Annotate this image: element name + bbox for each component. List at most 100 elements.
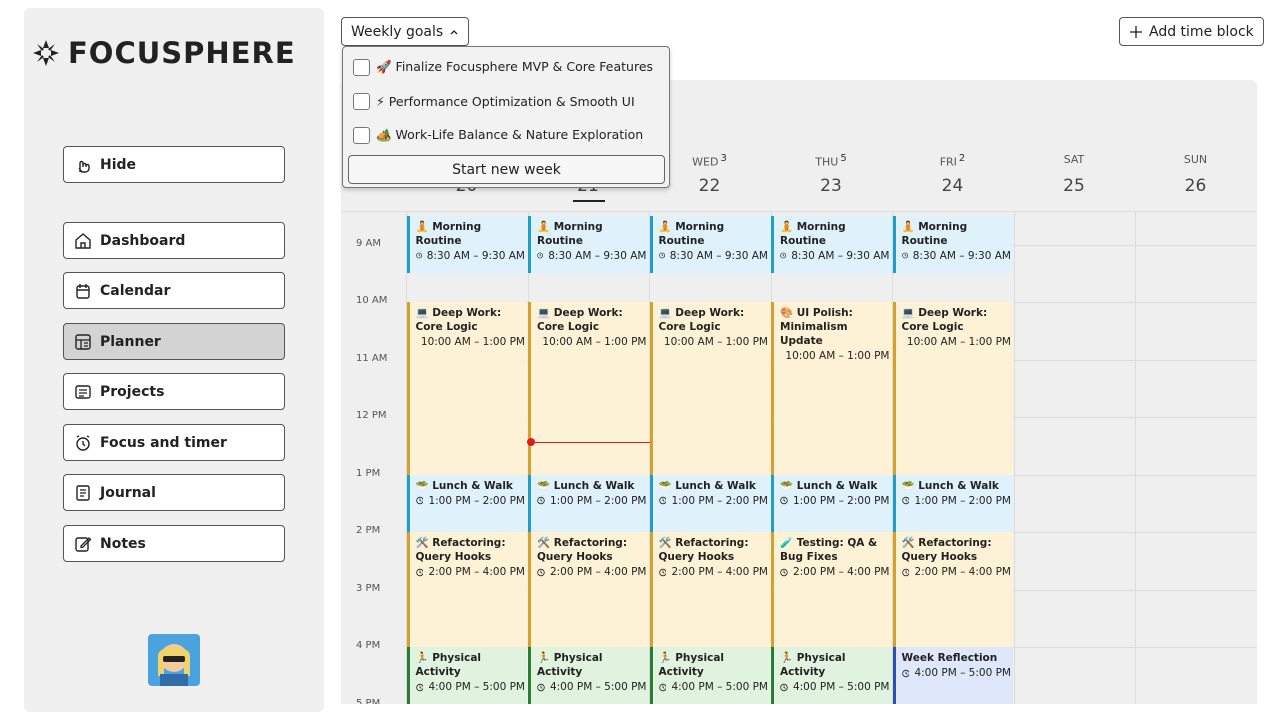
event-block[interactable]: 🏃 Physical Activity 4:00 PM – 5:00 PM (771, 647, 892, 704)
event-time: 1:00 PM – 2:00 PM (780, 494, 890, 508)
event-title: 🏃 Physical Activity (658, 652, 725, 678)
day-badge: 2 (958, 153, 966, 164)
nav-button[interactable]: Calendar (63, 272, 285, 309)
nav-button[interactable]: Planner (63, 323, 285, 360)
hide-label: Hide (100, 156, 137, 173)
event-title: 🧘 Morning Routine (901, 220, 968, 247)
day-badge: 5 (840, 153, 847, 164)
event-block[interactable]: 🧘 Morning Routine 8:30 AM – 9:30 AM (528, 215, 649, 274)
weekly-goals-label: Weekly goals (351, 23, 444, 40)
event-time-text: 2:00 PM – 4:00 PM (549, 566, 647, 578)
event-block[interactable]: 💻 Deep Work: Core Logic 10:00 AM – 1:00 P… (892, 302, 1013, 475)
nav-button[interactable]: Dashboard (63, 222, 285, 259)
event-block[interactable]: Week Reflection 4:00 PM – 5:00 PM (892, 647, 1013, 704)
nav-icon (75, 232, 91, 249)
clock-icon (780, 568, 788, 576)
nav-label: Projects (100, 383, 165, 400)
event-block[interactable]: 💻 Deep Work: Core Logic 10:00 AM – 1:00 P… (528, 302, 649, 475)
brand-logo (33, 40, 59, 66)
day-name-text: WED (692, 155, 719, 169)
day-name: THU 5 (771, 153, 892, 169)
event-block[interactable]: 🛠️ Refactoring: Query Hooks 2:00 PM – 4:0… (649, 532, 770, 647)
event-time: 10:00 AM – 1:00 PM (901, 335, 1011, 349)
event-title: 🥗 Lunch & Walk (537, 479, 635, 492)
event-time: 2:00 PM – 4:00 PM (415, 565, 525, 579)
event-time-text: 10:00 AM – 1:00 PM (906, 336, 1011, 348)
hour-label: 4 PM (356, 640, 381, 651)
event-block[interactable]: 🏃 Physical Activity 4:00 PM – 5:00 PM (649, 647, 770, 704)
event-title: 🧘 Morning Routine (415, 220, 482, 247)
header-divider (341, 211, 1257, 212)
event-time-text: 8:30 AM – 9:30 AM (669, 249, 768, 262)
event-time: 1:00 PM – 2:00 PM (415, 494, 525, 508)
event-time: 10:00 AM – 1:00 PM (415, 335, 525, 349)
event-time: 2:00 PM – 4:00 PM (780, 565, 890, 579)
event-block[interactable]: 🧪 Testing: QA & Bug Fixes 2:00 PM – 4:00 … (771, 532, 892, 647)
hour-label: 2 PM (356, 525, 381, 536)
event-block[interactable]: 🎨 UI Polish: Minimalism Update 10:00 AM –… (771, 302, 892, 475)
goal-checkbox[interactable] (353, 92, 370, 110)
day-name-text: SAT (1063, 153, 1085, 166)
event-title: 🥗 Lunch & Walk (415, 479, 513, 492)
nav-label: Calendar (100, 282, 171, 299)
event-time: 4:00 PM – 5:00 PM (537, 680, 647, 694)
event-time: 10:00 AM – 1:00 PM (537, 335, 647, 349)
event-time: 2:00 PM – 4:00 PM (537, 565, 647, 579)
event-block[interactable]: 🧘 Morning Routine 8:30 AM – 9:30 AM (406, 215, 527, 274)
clock-icon (901, 568, 910, 576)
event-time-text: 10:00 AM – 1:00 PM (542, 336, 647, 348)
event-block[interactable]: 🥗 Lunch & Walk 1:00 PM – 2:00 PM (528, 474, 649, 532)
nav-button[interactable]: Focus and timer (63, 424, 285, 461)
event-block[interactable]: 🏃 Physical Activity 4:00 PM – 5:00 PM (406, 647, 527, 704)
event-block[interactable]: 🧘 Morning Routine 8:30 AM – 9:30 AM (649, 215, 770, 274)
nav-button[interactable]: Projects (63, 373, 285, 410)
event-block[interactable]: 🥗 Lunch & Walk 1:00 PM – 2:00 PM (649, 474, 770, 532)
day-name: SUN (1135, 153, 1256, 166)
day-name: SAT (1014, 153, 1135, 166)
event-block[interactable]: 🥗 Lunch & Walk 1:00 PM – 2:00 PM (406, 474, 527, 532)
event-time: 10:00 AM – 1:00 PM (780, 349, 890, 363)
goal-checkbox[interactable] (353, 58, 370, 76)
event-time: 4:00 PM – 5:00 PM (658, 680, 768, 694)
clock-icon (415, 252, 422, 259)
event-time-text: 10:00 AM – 1:00 PM (785, 350, 890, 362)
nav-button[interactable]: Notes (63, 525, 285, 562)
clock-icon (415, 683, 424, 691)
add-time-block-button[interactable]: Add time block (1119, 17, 1264, 46)
clock-icon (901, 496, 910, 505)
clock-icon (415, 496, 424, 505)
goal-checkbox[interactable] (353, 126, 370, 144)
event-title: 🛠️ Refactoring: Query Hooks (537, 537, 628, 563)
event-block[interactable]: 💻 Deep Work: Core Logic 10:00 AM – 1:00 P… (406, 302, 527, 475)
event-time-text: 1:00 PM – 2:00 PM (549, 494, 647, 507)
weekly-goals-button[interactable]: Weekly goals (341, 17, 470, 46)
event-block[interactable]: 🥗 Lunch & Walk 1:00 PM – 2:00 PM (892, 474, 1013, 532)
icon (78, 160, 90, 173)
event-time-text: 4:00 PM – 5:00 PM (671, 681, 768, 693)
event-title: 🧘 Morning Routine (537, 220, 603, 247)
event-time: 8:30 AM – 9:30 AM (658, 249, 768, 263)
event-time-text: 2:00 PM – 4:00 PM (428, 566, 525, 578)
goals-dropdown: Start new week 🚀 Finalize Focusphere MVP… (342, 46, 670, 188)
event-block[interactable]: 🧘 Morning Routine 8:30 AM – 9:30 AM (771, 215, 892, 274)
event-block[interactable]: 🛠️ Refactoring: Query Hooks 2:00 PM – 4:0… (528, 532, 649, 647)
event-block[interactable]: 🛠️ Refactoring: Query Hooks 2:00 PM – 4:0… (406, 532, 527, 647)
event-title: 💻 Deep Work: Core Logic (658, 307, 745, 333)
event-time-text: 2:00 PM – 4:00 PM (792, 566, 890, 578)
avatar[interactable] (148, 634, 200, 686)
event-time: 4:00 PM – 5:00 PM (415, 680, 525, 694)
nav-icon (75, 536, 92, 552)
event-time: 8:30 AM – 9:30 AM (415, 249, 525, 263)
day-badge: 3 (720, 153, 727, 164)
nav-button[interactable]: Journal (63, 474, 285, 511)
clock-icon (780, 496, 788, 505)
event-block[interactable]: 🏃 Physical Activity 4:00 PM – 5:00 PM (528, 647, 649, 704)
clock-icon (658, 683, 667, 691)
event-title: 🛠️ Refactoring: Query Hooks (415, 537, 506, 563)
event-block[interactable]: 🥗 Lunch & Walk 1:00 PM – 2:00 PM (771, 474, 892, 532)
hide-button[interactable]: Hide (63, 146, 285, 183)
start-new-week-button[interactable]: Start new week (348, 155, 665, 184)
event-block[interactable]: 💻 Deep Work: Core Logic 10:00 AM – 1:00 P… (649, 302, 770, 475)
event-block[interactable]: 🛠️ Refactoring: Query Hooks 2:00 PM – 4:0… (892, 532, 1013, 647)
event-block[interactable]: 🧘 Morning Routine 8:30 AM – 9:30 AM (892, 215, 1013, 274)
